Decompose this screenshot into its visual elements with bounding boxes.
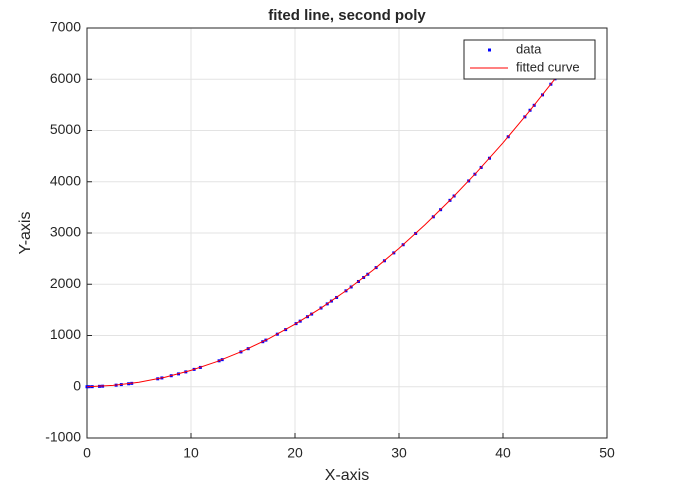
chart-title: fited line, second poly — [268, 7, 426, 24]
y-tick-label: 7000 — [50, 19, 81, 35]
x-axis-label: X-axis — [325, 467, 369, 484]
legend-label: fitted curve — [516, 59, 580, 74]
fitted-line — [86, 78, 556, 388]
x-tick-label: 10 — [183, 445, 199, 461]
legend-label: data — [516, 41, 542, 56]
x-tick-label: 50 — [599, 445, 615, 461]
y-tick-label: 0 — [73, 377, 81, 393]
x-tick-label: 0 — [83, 445, 91, 461]
x-tick-label: 30 — [391, 445, 407, 461]
y-tick-label: 6000 — [50, 70, 81, 86]
x-tick-label: 40 — [495, 445, 511, 461]
y-tick-label: -1000 — [45, 429, 81, 445]
y-tick-label: 2000 — [50, 275, 81, 291]
y-tick-label: 5000 — [50, 121, 81, 137]
y-tick-label: 4000 — [50, 172, 81, 188]
y-tick-label: 1000 — [50, 326, 81, 342]
y-axis-label: Y-axis — [17, 212, 34, 255]
axes-box — [86, 27, 608, 439]
y-tick-label: 3000 — [50, 224, 81, 240]
legend-marker — [488, 48, 491, 52]
x-tick-label: 20 — [287, 445, 303, 461]
legend-box — [463, 39, 596, 80]
